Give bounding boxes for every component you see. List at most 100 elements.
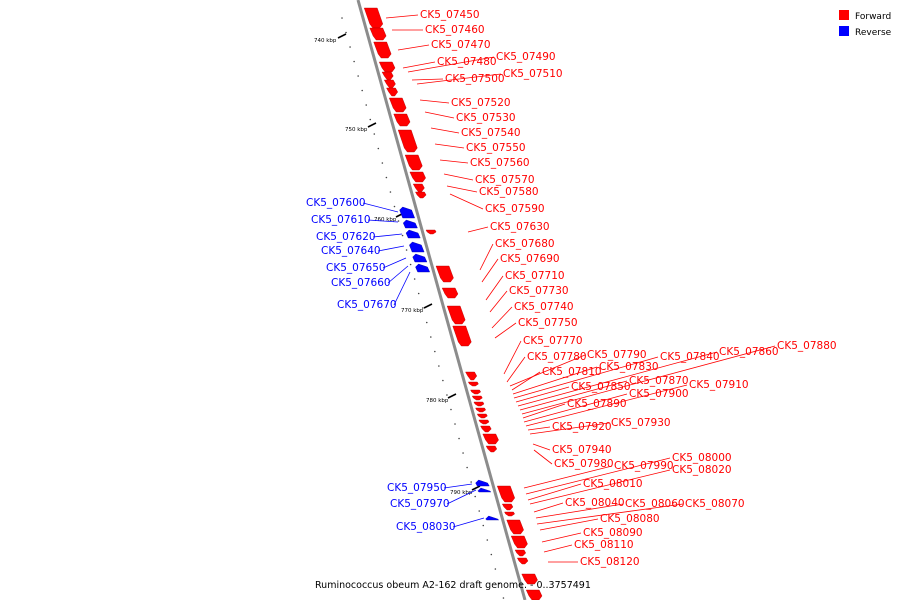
reverse-leader-line	[393, 271, 411, 306]
forward-gene-label: CK5_07490	[496, 51, 556, 63]
reverse-gene-label: CK5_07640	[321, 245, 381, 257]
forward-gene-glyph	[452, 325, 472, 347]
scale-dot	[474, 495, 476, 498]
scale-dot	[502, 597, 505, 599]
scale-dot	[381, 162, 384, 164]
forward-leader-line	[443, 173, 474, 181]
forward-gene-glyph	[471, 395, 483, 401]
kbp-label: 770 kbp	[401, 308, 424, 314]
reverse-leader-line	[452, 517, 485, 528]
forward-gene-label: CK5_07930	[611, 417, 671, 429]
forward-leader-line	[519, 380, 628, 411]
kbp-tick	[447, 393, 457, 399]
forward-leader-line	[523, 393, 628, 423]
forward-leader-line	[533, 449, 553, 465]
scale-dot	[361, 89, 363, 92]
reverse-gene-label: CK5_07950	[387, 482, 447, 494]
forward-leader-line	[494, 322, 517, 339]
forward-gene-glyph	[378, 61, 396, 73]
kbp-label: 740 kbp	[314, 38, 337, 44]
forward-gene-label: CK5_07780	[527, 351, 587, 363]
scale-dot	[421, 307, 424, 309]
reverse-leader-line	[367, 219, 399, 223]
forward-gene-glyph	[383, 79, 396, 89]
forward-leader-line	[430, 127, 460, 134]
forward-gene-label: CK5_07750	[518, 317, 578, 329]
forward-leader-line	[449, 193, 484, 210]
forward-gene-glyph	[404, 154, 423, 171]
forward-gene-glyph	[482, 433, 499, 445]
forward-gene-label: CK5_07830	[599, 361, 659, 373]
forward-gene-glyph	[409, 171, 426, 183]
forward-leader-line	[527, 483, 582, 501]
kbp-tick	[337, 33, 347, 39]
scale-dot	[377, 147, 380, 150]
legend: Forward Reverse	[839, 10, 892, 38]
reverse-leader-line	[446, 489, 477, 505]
forward-gene-glyph	[475, 407, 486, 413]
forward-gene-glyph	[485, 445, 498, 453]
kbp-tick	[471, 485, 481, 491]
forward-leader-line	[532, 443, 551, 451]
kbp-label: 780 kbp	[426, 398, 449, 404]
forward-leader-line	[525, 457, 671, 495]
forward-gene-label: CK5_08120	[580, 556, 640, 568]
forward-gene-label: CK5_07730	[509, 285, 569, 297]
scale-dot	[450, 408, 452, 411]
forward-gene-label: CK5_07900	[629, 388, 689, 400]
forward-gene-label: CK5_07710	[505, 270, 565, 282]
scale-dot	[442, 379, 444, 382]
scale-dot	[434, 350, 436, 353]
scale-dot	[405, 249, 408, 251]
scale-dot	[446, 394, 448, 396]
forward-gene-label: CK5_07630	[490, 221, 550, 233]
forward-gene-glyph	[525, 589, 543, 600]
forward-leader-line	[523, 465, 613, 489]
forward-gene-label: CK5_07550	[466, 142, 526, 154]
forward-gene-label: CK5_07520	[451, 97, 511, 109]
forward-gene-glyph	[501, 503, 514, 511]
reverse-gene-label: CK5_08030	[396, 521, 456, 533]
forward-gene-glyph	[470, 389, 481, 395]
forward-gene-label: CK5_07470	[431, 39, 491, 51]
scale-dot	[470, 481, 472, 483]
forward-gene-label: CK5_08110	[574, 539, 634, 551]
scale-dot	[397, 220, 400, 222]
forward-gene-glyph	[516, 557, 529, 565]
forward-leader-line	[411, 78, 444, 81]
forward-gene-label: CK5_07980	[554, 458, 614, 470]
reverse-leader-line	[443, 483, 473, 489]
forward-gene-glyph	[506, 519, 524, 535]
scale-dot	[389, 191, 392, 193]
reverse-leader-line	[362, 202, 399, 213]
scale-dot	[409, 263, 412, 266]
reverse-gene-glyph	[485, 515, 500, 521]
scale-dot	[478, 510, 481, 512]
reverse-leader-line	[372, 233, 403, 238]
scale-dot	[401, 234, 404, 237]
scale-dot	[349, 46, 351, 48]
scale-dot	[365, 104, 368, 106]
forward-leader-line	[479, 243, 494, 271]
forward-gene-label: CK5_08080	[600, 513, 660, 525]
kbp-scale: 740 kbp 750 kbp 760 kbp 770 kbp 780 kbp 790 k…	[314, 33, 481, 496]
forward-gene-label: CK5_07940	[552, 444, 612, 456]
scale-dot	[373, 133, 376, 135]
forward-leader-line	[481, 258, 499, 283]
reverse-gene-label: CK5_07670	[337, 299, 397, 311]
forward-gene-label: CK5_07740	[514, 301, 574, 313]
forward-gene-glyph	[393, 113, 411, 127]
reverse-gene-glyph	[475, 479, 490, 487]
reverse-gene-glyph	[405, 229, 421, 239]
forward-gene-glyph	[473, 401, 485, 407]
forward-leader-line	[536, 503, 684, 525]
forward-gene-label: CK5_07890	[567, 398, 627, 410]
scale-dot	[438, 365, 440, 367]
forward-leader-line	[434, 143, 465, 149]
forward-gene-label: CK5_08000	[672, 452, 732, 464]
forward-leader-line	[467, 226, 489, 233]
forward-gene-glyph	[381, 71, 394, 81]
forward-leader-line	[485, 275, 504, 301]
scale-dot	[486, 539, 489, 541]
forward-leader-line	[515, 386, 570, 403]
